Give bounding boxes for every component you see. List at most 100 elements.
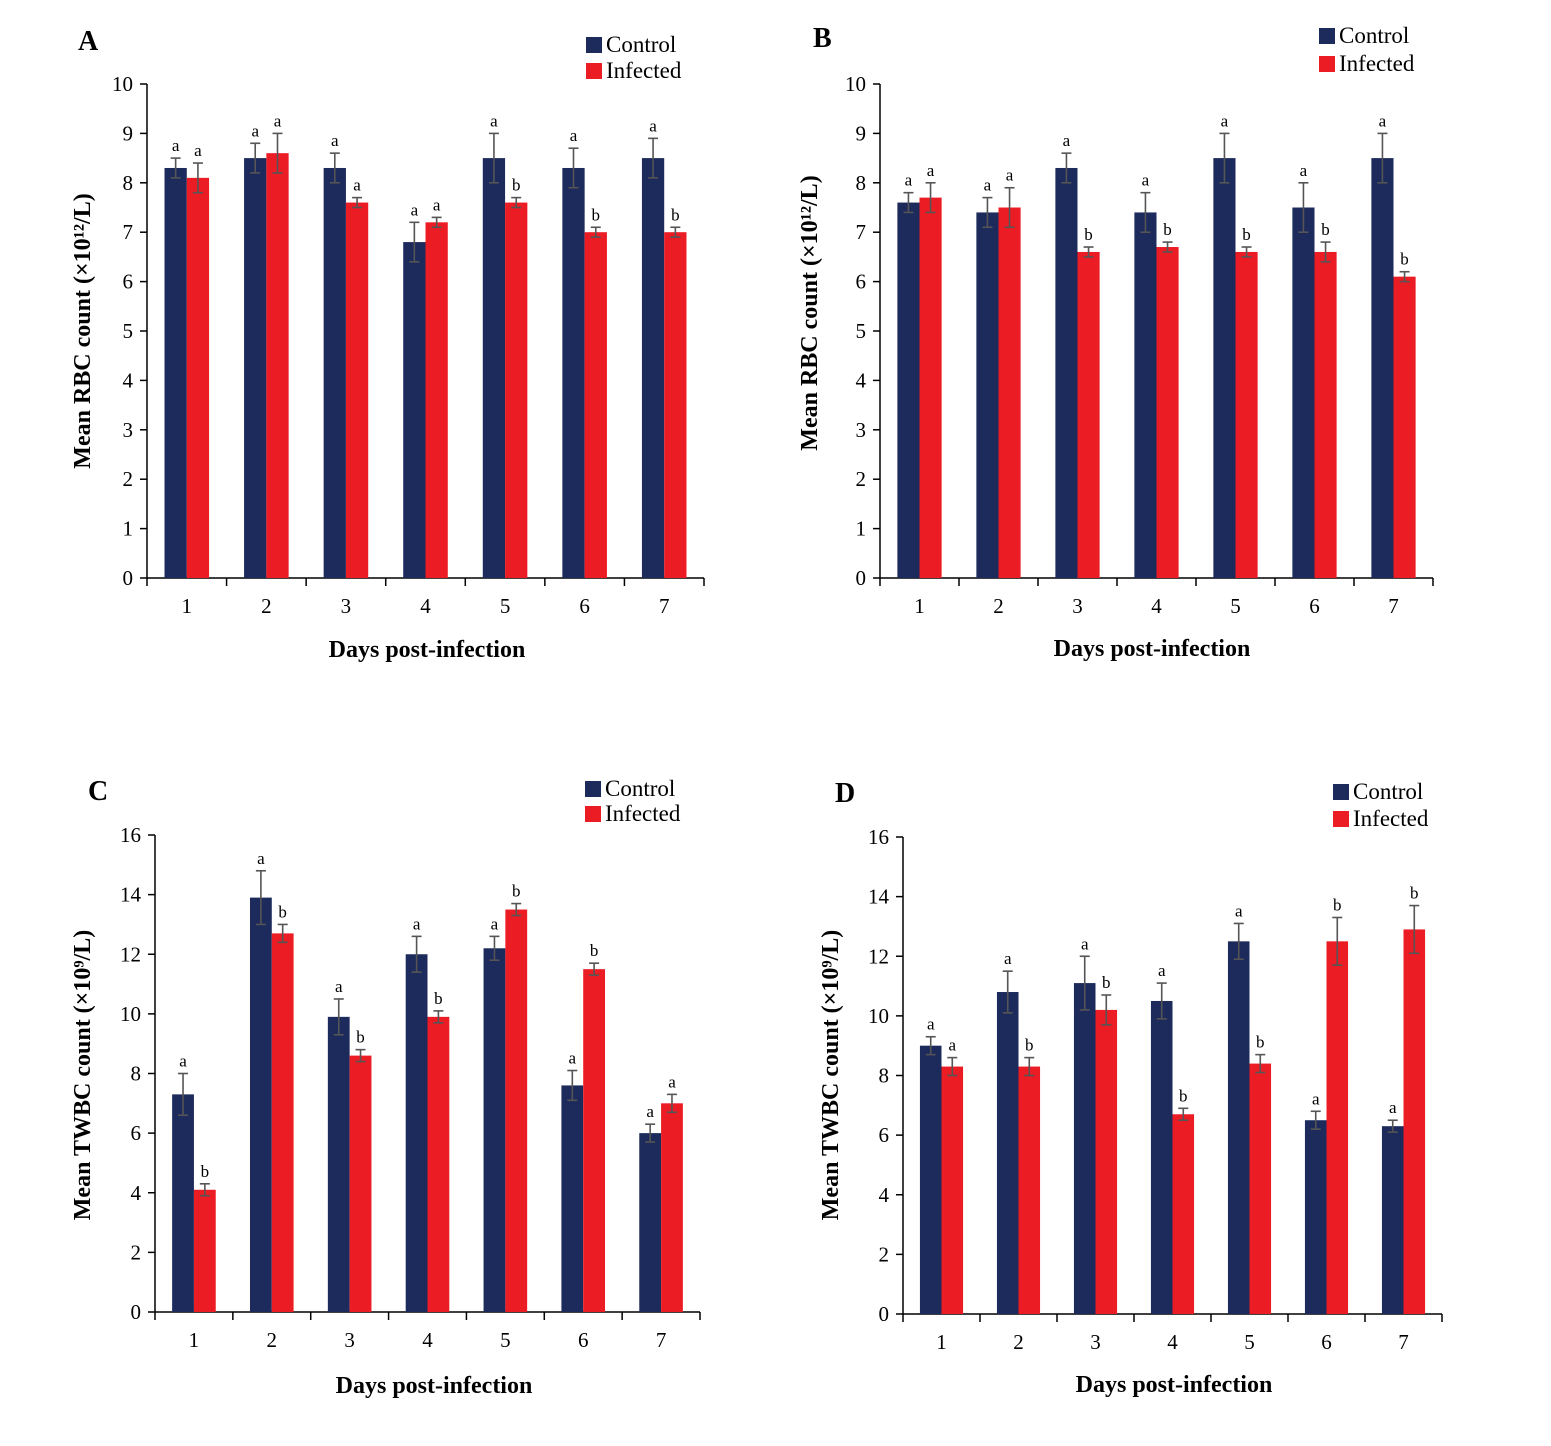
x-tick-label: 7 — [1388, 594, 1399, 618]
x-tick-label: 6 — [1321, 1330, 1332, 1354]
significance-letter: b — [592, 205, 601, 224]
y-axis-title: Mean RBC count (×10¹²/L) — [797, 175, 823, 450]
x-tick-label: 3 — [1090, 1330, 1101, 1354]
bar-infected — [1326, 941, 1349, 1314]
bar-infected — [1403, 929, 1426, 1314]
y-tick-label: 16 — [868, 825, 889, 849]
significance-letter: a — [335, 977, 343, 996]
x-tick-label: 6 — [1309, 594, 1320, 618]
y-tick-label: 6 — [879, 1123, 890, 1147]
significance-letter: a — [570, 126, 578, 145]
legend-swatch-infected — [1333, 811, 1349, 827]
y-tick-label: 8 — [131, 1062, 142, 1086]
bar-control — [1213, 158, 1236, 578]
y-tick-label: 0 — [131, 1300, 142, 1324]
bar-control — [323, 167, 346, 579]
y-tick-label: 4 — [879, 1183, 890, 1207]
y-tick-label: 4 — [123, 368, 134, 392]
bar-control — [1055, 167, 1078, 579]
legend-label: Control — [1339, 23, 1409, 48]
significance-letter: a — [927, 161, 935, 180]
x-tick-label: 3 — [344, 1328, 355, 1352]
significance-letter: a — [905, 171, 913, 190]
significance-letter: a — [172, 136, 180, 155]
significance-letter: a — [353, 176, 361, 195]
legend-label: Control — [1353, 779, 1423, 804]
y-axis-title: Mean RBC count (×10¹²/L) — [70, 193, 96, 468]
y-axis-title: Mean TWBC count (×10⁹/L) — [818, 930, 844, 1220]
significance-letter: b — [1102, 973, 1111, 992]
significance-letter: a — [668, 1072, 676, 1091]
significance-letter: b — [278, 902, 287, 921]
bar-infected — [1156, 247, 1179, 578]
y-tick-label: 5 — [856, 319, 867, 343]
panel-letter: C — [88, 776, 108, 807]
y-tick-label: 10 — [845, 72, 866, 96]
significance-letter: b — [512, 176, 521, 195]
significance-letter: b — [434, 989, 443, 1008]
significance-letter: b — [1084, 225, 1093, 244]
significance-letter: a — [491, 914, 499, 933]
bar-infected — [193, 1189, 216, 1312]
bar-infected — [505, 909, 528, 1312]
significance-letter: b — [1179, 1086, 1188, 1105]
significance-letter: a — [251, 121, 259, 140]
bar-control — [561, 1085, 584, 1312]
y-tick-label: 1 — [856, 517, 867, 541]
bar-control — [249, 897, 272, 1312]
panel-letter: D — [835, 778, 855, 809]
bar-control — [897, 202, 920, 578]
significance-letter: b — [671, 205, 680, 224]
legend-swatch-infected — [586, 63, 602, 79]
bar-control — [244, 158, 267, 578]
significance-letter: b — [1333, 895, 1342, 914]
bar-control — [1292, 207, 1315, 578]
significance-letter: a — [1142, 171, 1150, 190]
panel-letter: A — [78, 26, 99, 57]
panel-letter: B — [813, 23, 832, 54]
significance-letter: b — [512, 882, 521, 901]
x-tick-label: 4 — [1151, 594, 1162, 618]
y-tick-label: 9 — [123, 121, 134, 145]
bar-infected — [505, 202, 528, 578]
chart-panel-c: C02468101214161ab2ab3ab4ab5ab6ab7aaDays … — [70, 776, 701, 1399]
bar-infected — [186, 177, 210, 579]
bar-control — [996, 992, 1019, 1314]
y-tick-label: 8 — [123, 171, 134, 195]
y-tick-label: 0 — [123, 566, 134, 590]
significance-letter: a — [1235, 901, 1243, 920]
x-tick-label: 3 — [341, 594, 352, 618]
significance-letter: b — [356, 1028, 365, 1047]
chart-panel-d: D02468101214161aa2ab3ab4ab5ab6ab7abDays … — [818, 778, 1443, 1398]
significance-letter: a — [433, 195, 441, 214]
bar-control — [1227, 941, 1250, 1314]
bar-infected — [427, 1016, 450, 1312]
bar-control — [164, 167, 187, 579]
x-tick-label: 5 — [500, 594, 511, 618]
significance-letter: a — [490, 111, 498, 130]
bar-infected — [1018, 1066, 1041, 1314]
legend-swatch-infected — [585, 806, 601, 822]
x-tick-label: 3 — [1072, 594, 1083, 618]
legend-label: Infected — [1353, 806, 1429, 831]
significance-letter: a — [984, 176, 992, 195]
x-axis-title: Days post-infection — [1076, 1372, 1273, 1398]
significance-letter: b — [1163, 220, 1172, 239]
y-tick-label: 0 — [856, 566, 867, 590]
y-tick-label: 4 — [856, 368, 867, 392]
y-tick-label: 4 — [131, 1181, 142, 1205]
significance-letter: a — [1004, 949, 1012, 968]
y-tick-label: 6 — [856, 270, 867, 294]
x-tick-label: 5 — [1244, 1330, 1255, 1354]
bar-infected — [941, 1066, 964, 1314]
y-tick-label: 14 — [120, 883, 142, 907]
x-tick-label: 7 — [659, 594, 670, 618]
legend-label: Infected — [1339, 51, 1415, 76]
x-tick-label: 1 — [182, 594, 193, 618]
legend-swatch-control — [1319, 28, 1335, 44]
significance-letter: a — [257, 849, 265, 868]
bar-infected — [584, 232, 607, 578]
bar-infected — [1393, 276, 1416, 578]
bar-control — [919, 1045, 942, 1314]
bar-infected — [1095, 1009, 1118, 1314]
